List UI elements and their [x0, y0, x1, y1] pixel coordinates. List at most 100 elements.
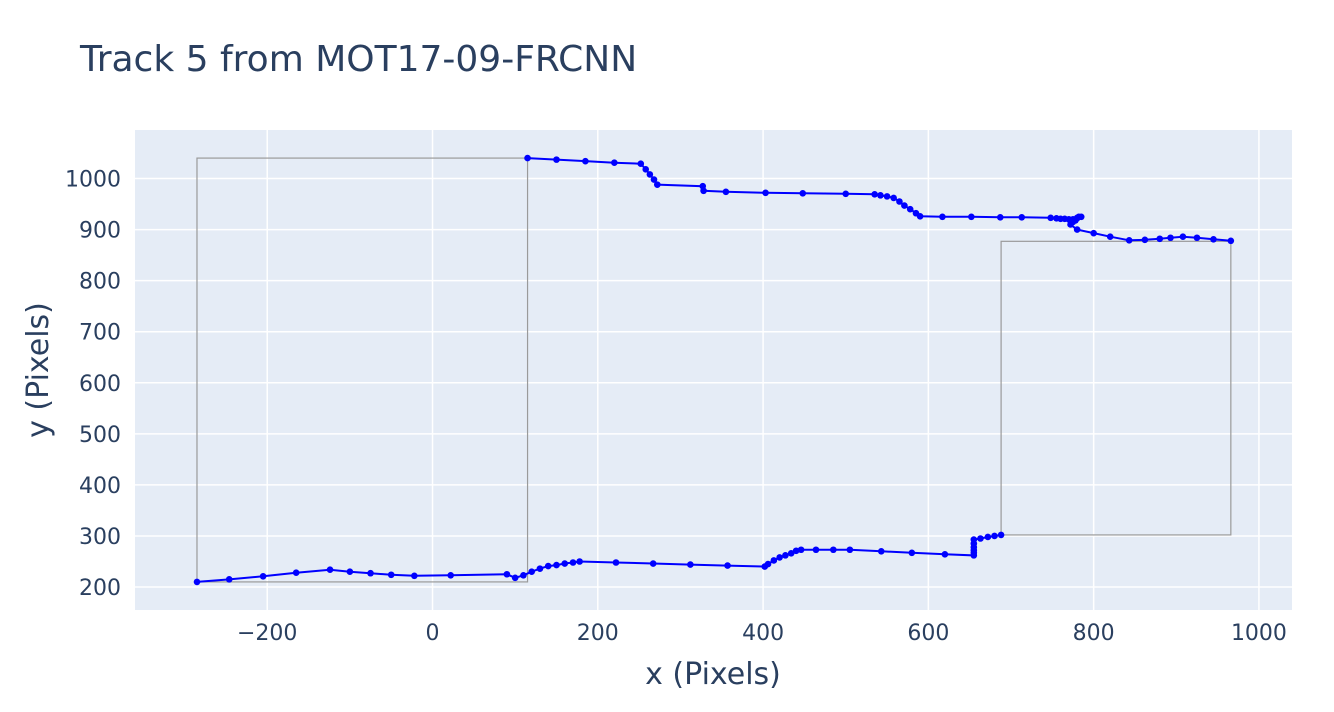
- track-point: [787, 550, 795, 557]
- y-tick-label: 500: [79, 423, 121, 448]
- track-line: [527, 157, 1231, 242]
- bounding-box: [1000, 240, 1232, 536]
- track-point: [842, 190, 850, 198]
- track-point: [877, 547, 885, 555]
- track-point: [797, 546, 805, 554]
- bounding-boxes: [196, 157, 1232, 583]
- track-point: [846, 546, 854, 554]
- track-point: [1179, 233, 1187, 241]
- y-axis-label: y (Pixels): [21, 302, 56, 438]
- track-point: [896, 198, 903, 205]
- chart-title: Track 5 from MOT17-09-FRCNN: [79, 39, 637, 80]
- track-point: [724, 562, 731, 569]
- track-point: [997, 531, 1005, 539]
- track-point: [1227, 237, 1235, 245]
- track-point: [1210, 235, 1217, 243]
- track-point: [447, 571, 454, 579]
- track-point: [612, 559, 620, 566]
- gridlines: [135, 130, 1292, 610]
- y-tick-label: 700: [79, 321, 121, 346]
- track-point: [984, 533, 992, 541]
- track-point: [901, 202, 908, 209]
- track-point: [553, 561, 560, 569]
- track-point: [762, 189, 769, 197]
- y-tick-label: 1000: [65, 168, 121, 193]
- track-point: [722, 188, 730, 196]
- track-point: [1167, 234, 1174, 242]
- track-point: [776, 554, 783, 561]
- x-tick-label: 200: [577, 621, 619, 646]
- track-point: [642, 166, 650, 173]
- track-point: [225, 576, 233, 583]
- track-point: [770, 557, 778, 564]
- track-point: [1106, 233, 1114, 241]
- track-point: [970, 536, 978, 543]
- track-point: [991, 532, 998, 540]
- track-point: [1090, 229, 1097, 237]
- track-point: [649, 560, 657, 567]
- track-point: [1067, 221, 1074, 228]
- track-point: [646, 171, 654, 178]
- x-tick-label: 0: [426, 621, 440, 646]
- track-point: [1125, 236, 1133, 244]
- track-point: [908, 549, 916, 557]
- track-point: [650, 176, 658, 183]
- y-tick-label: 400: [79, 474, 121, 499]
- track-point: [259, 572, 267, 580]
- track-point: [503, 570, 511, 578]
- y-tick-label: 800: [79, 270, 121, 295]
- track-point: [877, 192, 884, 199]
- track-point: [193, 578, 201, 586]
- track-point: [367, 569, 374, 577]
- track-point: [346, 568, 354, 576]
- track-point: [830, 546, 837, 554]
- track-point: [1047, 214, 1054, 222]
- track-point: [582, 157, 589, 165]
- track-point: [1018, 214, 1026, 221]
- track-point: [883, 193, 891, 200]
- track-point: [637, 160, 645, 168]
- y-tick-label: 300: [79, 525, 121, 550]
- track-point: [387, 571, 395, 579]
- track-point: [553, 156, 560, 163]
- track-point: [939, 213, 946, 221]
- track-point: [528, 568, 535, 576]
- x-tick-label: 600: [907, 621, 949, 646]
- track-point: [292, 569, 300, 577]
- track-point: [916, 212, 924, 220]
- track-point: [968, 213, 975, 221]
- x-tick-label: −200: [237, 621, 297, 646]
- track-point: [782, 552, 789, 559]
- track-point: [941, 551, 949, 558]
- y-tick-label: 900: [79, 219, 121, 244]
- track-point: [561, 560, 569, 567]
- y-axis-ticks: 200 300 400 500 600 700 800 900 1000: [65, 168, 121, 602]
- y-tick-label: 200: [79, 576, 121, 601]
- track-point: [611, 159, 618, 166]
- track-point: [1141, 236, 1149, 244]
- x-axis-ticks: −200 0 200 400 600 800 1000: [237, 621, 1287, 646]
- track-point: [996, 214, 1004, 221]
- track-point: [576, 558, 583, 565]
- track-point: [524, 154, 531, 162]
- track-point: [326, 566, 334, 573]
- track-point: [1193, 234, 1201, 242]
- track-point: [536, 565, 544, 572]
- x-tick-label: 400: [742, 621, 784, 646]
- track-point: [1156, 235, 1164, 243]
- track-point: [687, 561, 694, 568]
- track-point: [871, 191, 878, 198]
- track-point: [812, 546, 820, 554]
- track-point: [411, 572, 418, 580]
- track-point: [977, 535, 984, 542]
- track-point: [764, 560, 772, 568]
- track-point: [792, 547, 800, 555]
- x-tick-label: 800: [1073, 621, 1115, 646]
- track-point: [906, 205, 914, 213]
- bounding-box: [196, 157, 529, 583]
- track-series: [193, 154, 1235, 586]
- track-point: [520, 571, 527, 579]
- track-point: [544, 562, 552, 570]
- plot-area: [135, 130, 1292, 610]
